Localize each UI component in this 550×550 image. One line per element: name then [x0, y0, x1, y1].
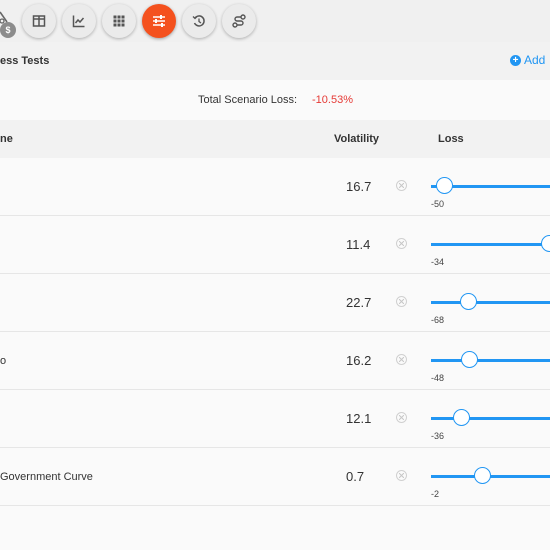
column-name[interactable]: ne	[0, 133, 13, 145]
slider-thumb[interactable]	[474, 467, 492, 484]
table-row: 16.7 -50	[0, 158, 550, 216]
tab-stress[interactable]	[142, 4, 176, 38]
toolbar: $	[0, 0, 550, 42]
table-row: 11.4 -34	[0, 216, 550, 274]
panel-header: ess Tests + Add	[0, 42, 550, 80]
slider-track[interactable]	[431, 243, 550, 246]
volatility-value: 11.4	[346, 237, 371, 252]
total-scenario-loss-value: -10.53%	[312, 94, 353, 106]
scenario-summary: Total Scenario Loss: -10.53%	[0, 80, 550, 120]
volatility-value: 22.7	[346, 295, 372, 310]
slider-thumb[interactable]	[452, 409, 470, 426]
close-icon[interactable]	[396, 180, 407, 191]
plus-icon: +	[510, 54, 521, 66]
slider-min-label: -48	[431, 373, 445, 383]
table-row: 22.7 -68	[0, 274, 550, 332]
slider-thumb[interactable]	[459, 293, 477, 310]
slider-min-label: -36	[431, 431, 445, 441]
loss-slider[interactable]	[431, 466, 550, 486]
tab-chart[interactable]	[62, 4, 96, 38]
slider-thumb[interactable]	[461, 351, 479, 368]
tab-route[interactable]	[222, 4, 256, 38]
volatility-value: 16.2	[346, 353, 372, 368]
loss-slider[interactable]	[431, 234, 550, 254]
loss-slider[interactable]	[431, 408, 550, 428]
tab-history[interactable]	[182, 4, 216, 38]
close-icon[interactable]	[396, 354, 407, 365]
slider-min-label: -50	[431, 199, 445, 209]
columns-icon	[32, 14, 46, 28]
slider-track[interactable]	[431, 301, 550, 304]
slider-min-label: -68	[431, 315, 445, 325]
close-icon[interactable]	[396, 470, 407, 481]
table-row: 12.1 -36	[0, 390, 550, 448]
volatility-value: 12.1	[346, 411, 372, 426]
line-chart-icon	[72, 14, 86, 28]
column-volatility[interactable]: Volatility	[334, 133, 380, 145]
add-button[interactable]: + Add	[510, 53, 545, 67]
table-header: ne Volatility Loss	[0, 120, 550, 159]
total-scenario-loss-label: Total Scenario Loss:	[198, 94, 298, 106]
volatility-value: 0.7	[346, 469, 365, 484]
slider-min-label: -2	[431, 489, 440, 499]
loss-slider[interactable]	[431, 176, 550, 196]
close-icon[interactable]	[396, 412, 407, 423]
close-icon[interactable]	[396, 238, 407, 249]
currency-badge: $	[0, 22, 16, 38]
scenario-name: Government Curve	[0, 471, 93, 483]
slider-thumb[interactable]	[436, 177, 454, 194]
tab-layout[interactable]	[22, 4, 56, 38]
add-label: Add	[524, 53, 546, 67]
volatility-value: 16.7	[346, 179, 372, 194]
grid-icon	[112, 14, 126, 28]
table-row: Government Curve 0.7 -2	[0, 448, 550, 506]
loss-slider[interactable]	[431, 292, 550, 312]
panel-title: ess Tests	[0, 55, 50, 67]
slider-track[interactable]	[431, 185, 550, 188]
sliders-icon	[152, 14, 166, 28]
slider-track[interactable]	[431, 359, 550, 362]
column-loss[interactable]: Loss	[438, 133, 464, 145]
slider-track[interactable]	[431, 417, 550, 420]
loss-slider[interactable]	[431, 350, 550, 370]
scenario-name: o	[0, 355, 7, 367]
slider-min-label: -34	[431, 257, 445, 267]
route-icon	[232, 14, 246, 28]
tab-grid[interactable]	[102, 4, 136, 38]
table-row: o 16.2 -48	[0, 332, 550, 390]
close-icon[interactable]	[396, 296, 407, 307]
slider-thumb[interactable]	[540, 235, 550, 252]
history-icon	[192, 14, 206, 28]
stress-tests-panel: ess Tests + Add Total Scenario Loss: -10…	[0, 42, 550, 550]
